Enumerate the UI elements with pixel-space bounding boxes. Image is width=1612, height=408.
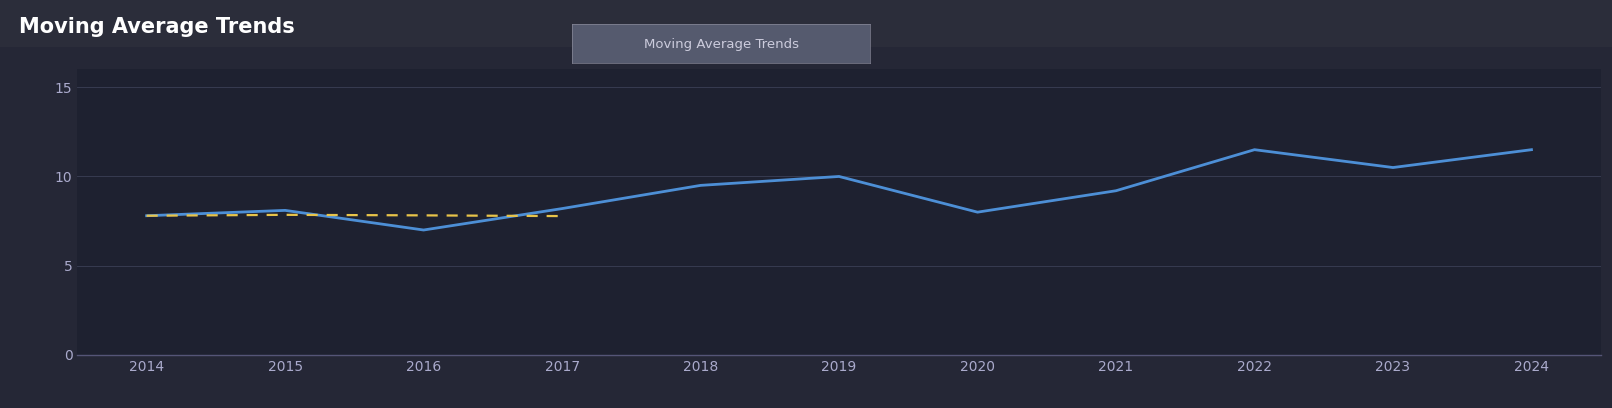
Text: Moving Average Trends: Moving Average Trends [19, 17, 295, 37]
Text: Moving Average Trends: Moving Average Trends [643, 38, 800, 51]
